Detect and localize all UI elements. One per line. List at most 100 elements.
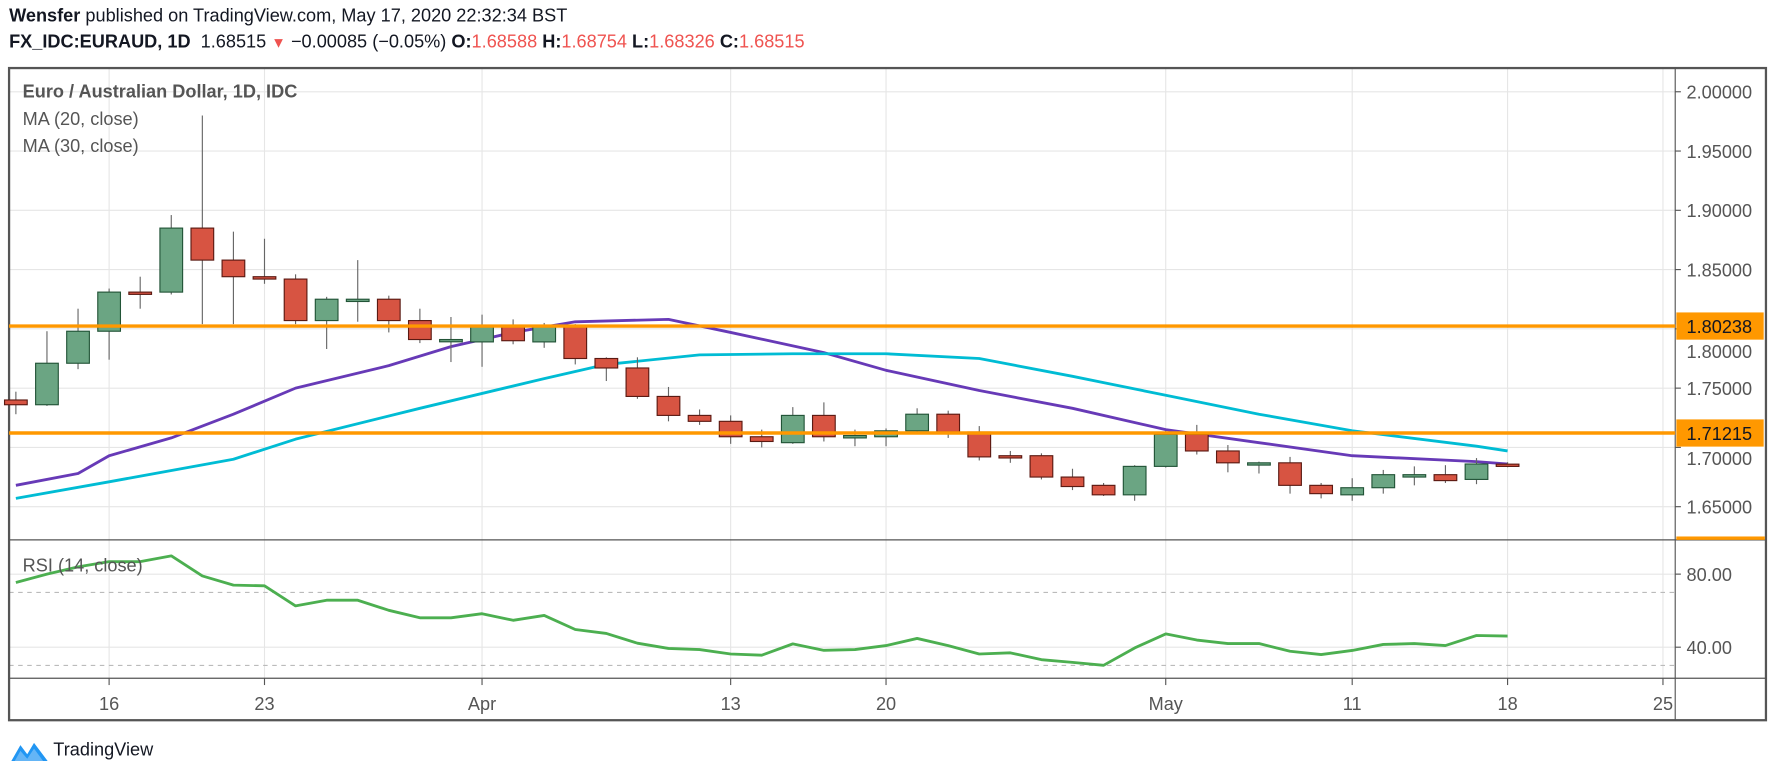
chart-frame: [7, 66, 1768, 722]
candle[interactable]: [1309, 482, 1334, 499]
candle[interactable]: [190, 115, 215, 325]
candle[interactable]: [1029, 453, 1054, 480]
candle-body: [190, 227, 215, 261]
candle[interactable]: [314, 296, 339, 350]
candle-body: [376, 298, 401, 322]
candle[interactable]: [470, 314, 494, 367]
candle[interactable]: [1402, 466, 1427, 486]
candle[interactable]: [1495, 462, 1520, 468]
candle[interactable]: [594, 357, 619, 382]
candle[interactable]: [1433, 465, 1458, 483]
candle[interactable]: [905, 408, 930, 434]
candle[interactable]: [718, 415, 743, 444]
candle-body: [1060, 476, 1085, 488]
candle-body: [749, 436, 774, 443]
candle[interactable]: [1215, 445, 1240, 473]
candle[interactable]: [128, 276, 153, 309]
price-tick-label: 1.70000: [1687, 449, 1753, 469]
rsi-line[interactable]: [15, 554, 1508, 667]
legend-ma30[interactable]: MA (30, close): [22, 137, 139, 157]
candle[interactable]: [3, 391, 28, 415]
symbol: FX_IDC:EURAUD, 1D: [9, 32, 191, 53]
candle-body: [1153, 433, 1178, 467]
candle[interactable]: [687, 409, 712, 425]
candle-body: [998, 455, 1023, 459]
candle-body: [407, 319, 432, 341]
close-label: C:: [719, 32, 739, 53]
candle[interactable]: [811, 402, 836, 442]
publish-text: published on TradingView.com, May 17, 20…: [85, 6, 568, 27]
candle-body: [532, 325, 557, 343]
legend-rsi[interactable]: RSI (14, close): [22, 556, 143, 577]
candle-body: [1371, 474, 1396, 489]
candle-body: [936, 413, 961, 433]
candle[interactable]: [1153, 430, 1178, 468]
candle-body: [439, 338, 463, 343]
candle[interactable]: [97, 288, 122, 360]
candle[interactable]: [780, 407, 805, 444]
candle[interactable]: [1122, 465, 1147, 501]
candle-body: [128, 291, 153, 295]
open-value: 1.68588: [471, 32, 538, 53]
candle[interactable]: [252, 238, 277, 284]
candle[interactable]: [998, 450, 1023, 463]
candle-body: [501, 325, 526, 342]
candle[interactable]: [66, 308, 90, 370]
candle[interactable]: [625, 357, 650, 399]
candle[interactable]: [283, 274, 308, 325]
candle[interactable]: [563, 324, 588, 365]
high-label: H:: [542, 32, 562, 53]
candle[interactable]: [439, 317, 463, 363]
candle[interactable]: [501, 319, 526, 345]
candle-body: [283, 278, 308, 322]
ma20-line[interactable]: [15, 317, 1508, 487]
ma30-line[interactable]: [15, 352, 1508, 500]
candle-body: [159, 227, 184, 293]
time-tick-label: 23: [254, 694, 274, 714]
candle-body: [35, 362, 59, 406]
candle[interactable]: [967, 426, 992, 461]
time-tick-label: 16: [99, 694, 119, 714]
candle-body: [1309, 484, 1334, 495]
candle[interactable]: [376, 295, 401, 333]
candle[interactable]: [1278, 456, 1302, 494]
candle[interactable]: [1247, 461, 1271, 474]
close-value: 1.68515: [738, 32, 805, 53]
legend-ma20[interactable]: MA (20, close): [22, 110, 139, 130]
candle[interactable]: [221, 231, 246, 325]
offscreen-level-marker: [1676, 536, 1765, 540]
candle[interactable]: [345, 260, 370, 322]
time-tick-label: 13: [721, 694, 741, 714]
level-price-label-bg: [1676, 312, 1764, 340]
candle[interactable]: [159, 215, 184, 295]
rsi-tick-label: 80.00: [1687, 565, 1732, 585]
price-change: −0.00085 (−0.05%): [290, 32, 447, 53]
tradingview-logo[interactable]: TradingView: [10, 738, 153, 763]
level-price-label: 1.71215: [1687, 424, 1753, 444]
candle[interactable]: [1091, 482, 1116, 497]
candle-body: [345, 298, 370, 303]
price-tick-label: 1.90000: [1687, 201, 1753, 221]
candle-body: [1278, 462, 1302, 486]
candle-body: [1184, 433, 1209, 452]
last-price: 1.68515: [200, 32, 267, 53]
candle-body: [656, 395, 681, 416]
candle-body: [780, 414, 805, 444]
candle[interactable]: [874, 428, 898, 447]
candle-body: [594, 357, 619, 369]
author-name[interactable]: Wensfer: [9, 6, 81, 27]
publish-info: Wensfer published on TradingView.com, Ma…: [9, 7, 567, 27]
candle[interactable]: [1371, 469, 1396, 494]
candle[interactable]: [1340, 478, 1365, 501]
candle[interactable]: [1464, 458, 1489, 485]
candle-body: [3, 399, 28, 406]
candle[interactable]: [1060, 468, 1085, 491]
candle-body: [1091, 484, 1116, 496]
candle[interactable]: [656, 386, 681, 422]
time-tick-label: 25: [1653, 694, 1673, 714]
candle[interactable]: [35, 331, 59, 406]
candle[interactable]: [1184, 424, 1209, 455]
time-tick-label: 18: [1497, 694, 1517, 714]
